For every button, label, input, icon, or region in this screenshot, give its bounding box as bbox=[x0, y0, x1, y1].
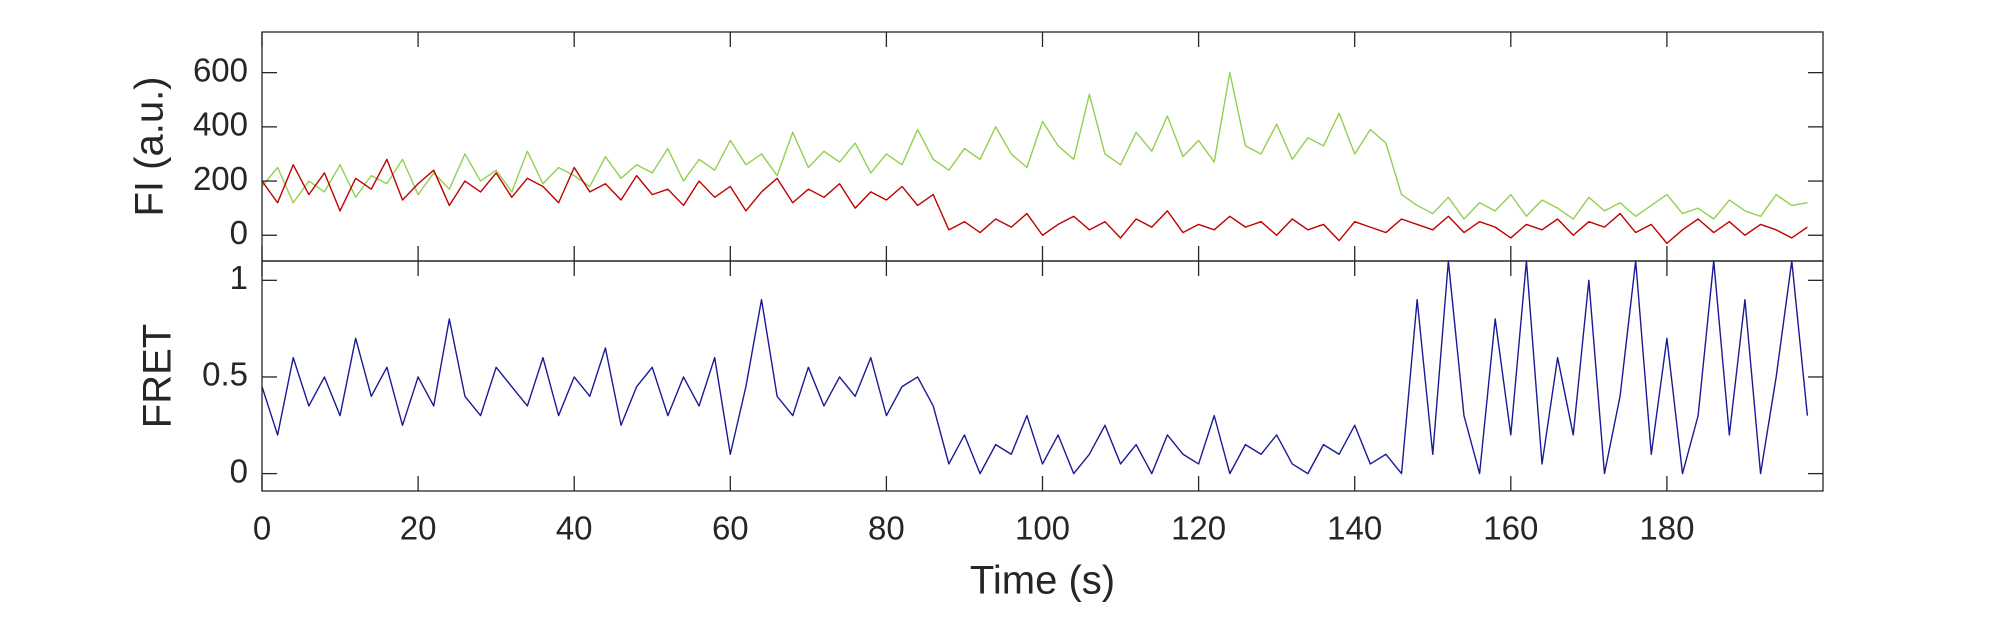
y-tick-label: 1 bbox=[230, 259, 248, 296]
x-tick-label: 40 bbox=[556, 510, 593, 547]
x-tick-label: 100 bbox=[1015, 510, 1070, 547]
axes-box bbox=[261, 260, 1824, 492]
series-line bbox=[261, 71, 1808, 220]
y-tick-label: 400 bbox=[193, 106, 248, 143]
y-tick-label: 0 bbox=[230, 214, 248, 251]
x-tick-label: 20 bbox=[400, 510, 437, 547]
x-tick-label: 60 bbox=[712, 510, 749, 547]
x-tick-label: 0 bbox=[253, 510, 271, 547]
x-axis-label: Time (s) bbox=[970, 559, 1115, 603]
x-tick-label: 80 bbox=[868, 510, 905, 547]
y-tick-label: 0.5 bbox=[202, 356, 248, 393]
series-line bbox=[261, 158, 1808, 245]
y-tick-label: 600 bbox=[193, 51, 248, 88]
x-tick-label: 140 bbox=[1327, 510, 1382, 547]
axes-box bbox=[261, 31, 1824, 262]
x-tick-label: 160 bbox=[1483, 510, 1538, 547]
y-tick-label: 200 bbox=[193, 160, 248, 197]
x-tick-label: 180 bbox=[1639, 510, 1694, 547]
y-axis-label: FI (a.u.) bbox=[128, 76, 172, 216]
y-axis-label: FRET bbox=[136, 324, 180, 428]
series-line bbox=[261, 260, 1809, 475]
x-tick-label: 120 bbox=[1171, 510, 1226, 547]
y-tick-label: 0 bbox=[230, 452, 248, 489]
